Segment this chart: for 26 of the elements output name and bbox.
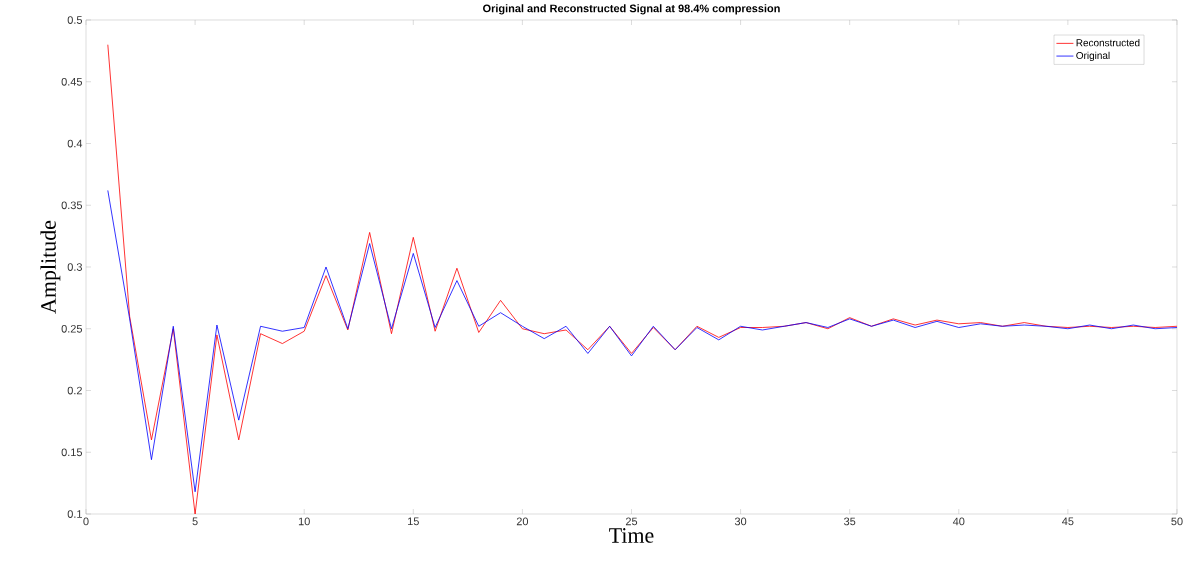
y-tick-label: 0.5 (67, 16, 83, 24)
x-tick-label: 0 (83, 517, 89, 526)
x-tick-label: 10 (298, 517, 310, 526)
x-tick-label: 50 (1171, 517, 1183, 526)
chart-title: Original and Reconstructed Signal at 98.4% compression (483, 4, 780, 15)
x-tick-label: 40 (952, 517, 965, 526)
y-tick-label: 0.1 (67, 510, 82, 518)
x-axis-title: Time (609, 528, 654, 543)
x-tick-label: 25 (625, 517, 638, 526)
legend-label: Reconstructed (1076, 39, 1140, 47)
x-tick-label: 5 (192, 517, 198, 526)
y-tick-label: 0.25 (61, 324, 83, 333)
x-tick-label: 15 (408, 517, 419, 526)
y-tick-label: 0.4 (67, 139, 83, 148)
y-tick-label: 0.15 (61, 448, 83, 457)
y-tick-label: 0.45 (61, 77, 83, 86)
y-tick-label: 0.3 (67, 263, 82, 271)
y-axis-title: Amplitude (40, 220, 61, 314)
legend-label: Original (1076, 51, 1110, 61)
x-tick-label: 45 (1062, 517, 1074, 526)
x-tick-label: 35 (844, 517, 856, 526)
y-tick-label: 0.35 (61, 201, 83, 210)
y-tick-label: 0.2 (67, 386, 82, 395)
x-tick-label: 30 (734, 517, 747, 526)
x-tick-label: 20 (516, 517, 529, 526)
line-series (107, 190, 1177, 493)
